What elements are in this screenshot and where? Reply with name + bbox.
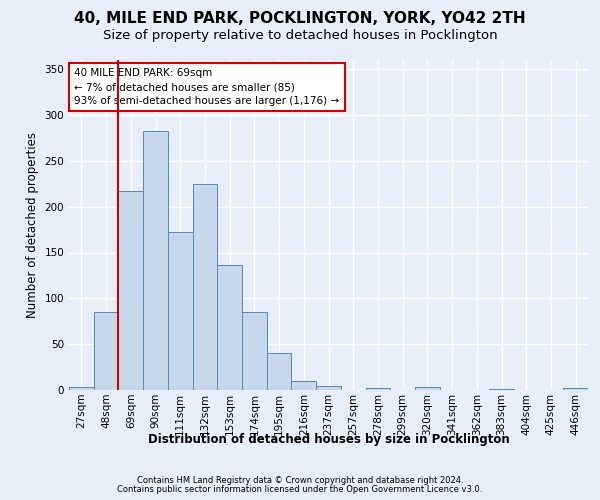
Bar [143, 130, 168, 390]
Bar [489, 389, 514, 390]
Bar [217, 266, 242, 390]
Bar [316, 386, 341, 390]
Text: Distribution of detached houses by size in Pocklington: Distribution of detached houses by size … [148, 432, 509, 446]
Y-axis label: Number of detached properties: Number of detached properties [26, 132, 39, 318]
Bar [292, 381, 316, 390]
Text: Contains public sector information licensed under the Open Government Licence v3: Contains public sector information licen… [118, 485, 482, 494]
Bar [415, 387, 440, 390]
Text: Size of property relative to detached houses in Pocklington: Size of property relative to detached ho… [103, 29, 497, 42]
Text: 40, MILE END PARK, POCKLINGTON, YORK, YO42 2TH: 40, MILE END PARK, POCKLINGTON, YORK, YO… [74, 11, 526, 26]
Bar [193, 184, 217, 390]
Bar [69, 387, 94, 390]
Bar [94, 312, 118, 390]
Bar [365, 388, 390, 390]
Bar [168, 232, 193, 390]
Bar [563, 388, 588, 390]
Text: 40 MILE END PARK: 69sqm
← 7% of detached houses are smaller (85)
93% of semi-det: 40 MILE END PARK: 69sqm ← 7% of detached… [74, 68, 340, 106]
Bar [267, 354, 292, 390]
Text: Contains HM Land Registry data © Crown copyright and database right 2024.: Contains HM Land Registry data © Crown c… [137, 476, 463, 485]
Bar [118, 191, 143, 390]
Bar [242, 312, 267, 390]
